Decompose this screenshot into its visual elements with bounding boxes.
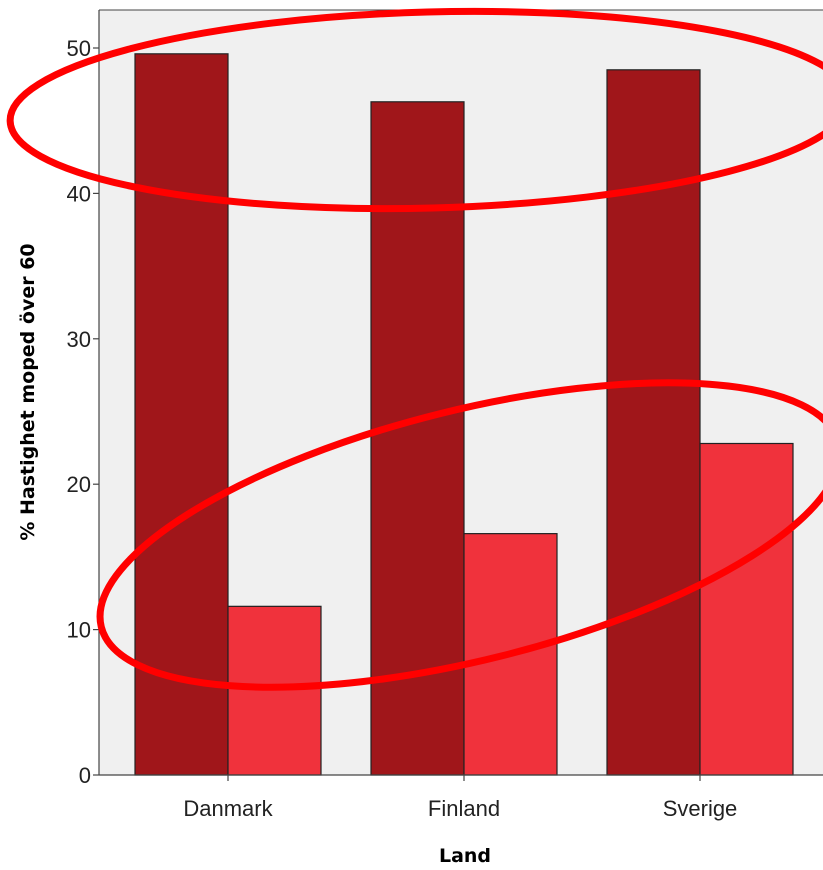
y-tick-label: 0 (79, 763, 91, 788)
y-axis-title: % Hastighet moped över 60 (17, 243, 39, 540)
highlight-ellipse-top (6, 7, 823, 213)
x-tick-label-finland: Finland (428, 796, 500, 821)
bar-series1-sverige (606, 69, 701, 776)
y-tick-label: 30 (67, 327, 91, 352)
y-tick-label: 50 (67, 36, 91, 61)
x-axis-title: Land (439, 845, 491, 867)
x-tick-label-danmark: Danmark (183, 796, 273, 821)
y-tick-label: 10 (67, 618, 91, 643)
y-tick-label: 20 (67, 472, 91, 497)
x-ticks-layer: Danmark Finland Sverige (183, 775, 737, 821)
bar-series1-danmark (134, 53, 229, 776)
y-ticks-layer: 0 10 20 30 40 50 (67, 36, 99, 788)
y-tick-label: 40 (67, 181, 91, 206)
x-tick-label-sverige: Sverige (663, 796, 738, 821)
highlight-ellipse-bottom (96, 379, 823, 691)
bar-series2-sverige (699, 442, 794, 776)
